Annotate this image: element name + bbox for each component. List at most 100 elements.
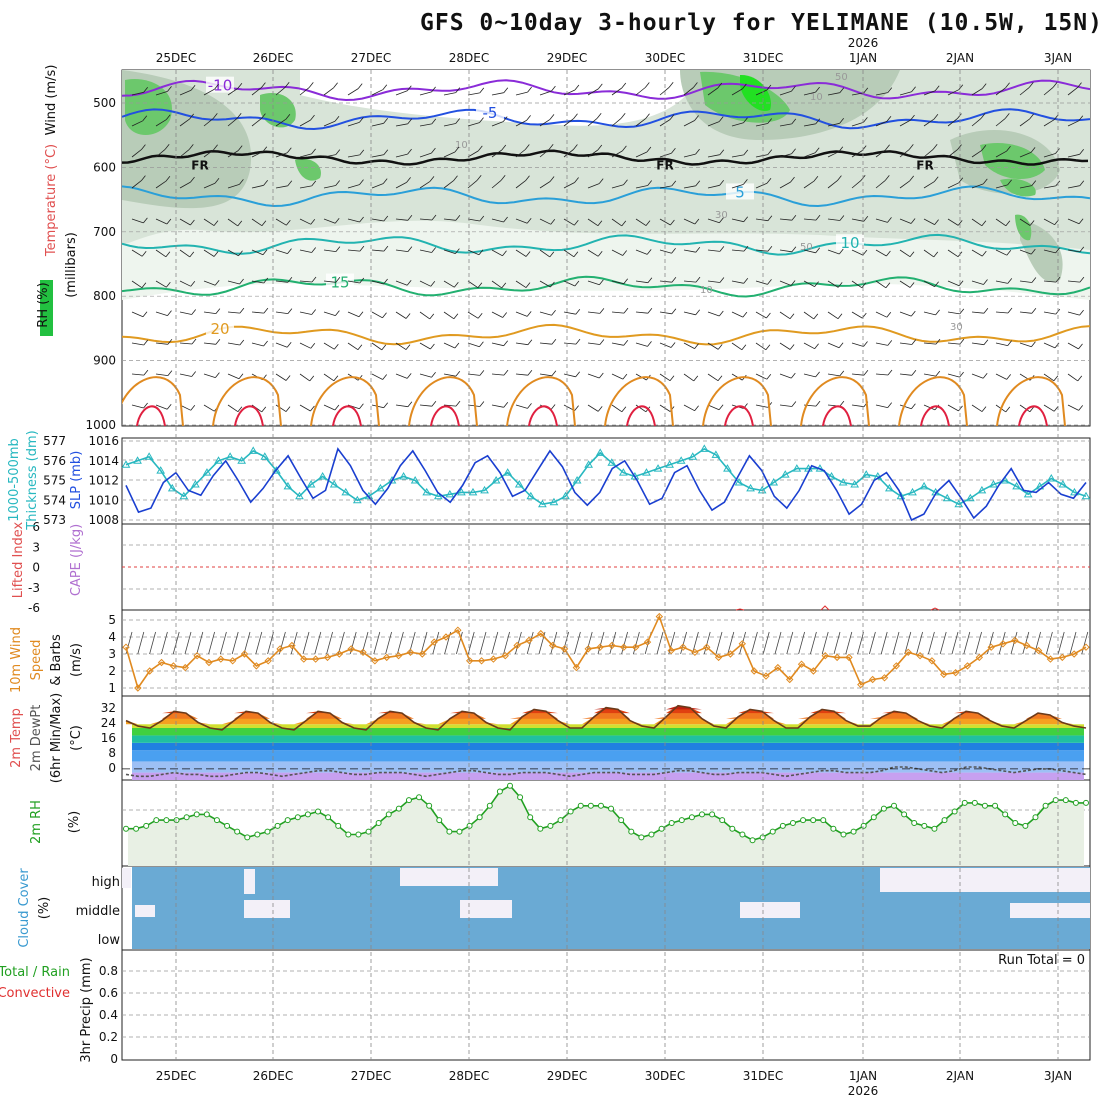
y-axis-labels: Wind (m/s) Temperature (°C) RH (%) (milliba… [0,65,94,1063]
wind-barb [515,373,528,376]
wind-barb-flag [695,148,700,155]
wind-barb [419,152,432,158]
wind-barb [395,280,408,286]
wind-barb-flag [285,375,291,381]
temp-contour [122,185,1090,208]
wind-barb-flag [838,248,844,255]
wind-barb [299,218,311,225]
wind-barb [275,218,287,226]
wind-barb [467,150,479,158]
wind-barb [779,181,791,189]
temp-contour [122,79,1090,102]
wind-speed-point [240,650,249,658]
wind-barb [155,148,166,158]
wind-barb [875,342,888,346]
wind-barb [275,249,288,254]
rh-point [456,828,463,835]
surface-wind-barb [349,631,357,655]
diurnal-contour-red [234,405,264,426]
wind-barb [203,118,214,127]
rh-point [304,811,311,818]
surface-wind-barb [326,631,333,655]
wind-barb [827,249,840,255]
wind-barb [683,153,696,158]
wind-barb-flag [167,86,172,92]
wind-barb-flag [981,83,987,89]
wind-barb-flag [430,281,436,287]
rh-point [769,828,776,835]
wind-speed-point [679,643,687,651]
thickness-point [630,472,640,480]
wind-barb-flag [310,219,316,225]
wind-barb [683,311,696,316]
wind-barb [323,373,335,382]
wind-barb-flag [861,282,867,289]
wind-barb-flag [550,404,556,410]
rh-point [901,811,908,818]
rh-point [941,817,948,824]
wind-barb [947,249,959,258]
surface-wind-barb [196,631,204,655]
wind-barb-flag [935,309,940,316]
wind-speed-point [963,662,972,670]
wind-barb-flag [287,180,293,187]
y-tick: 577 [43,434,66,448]
wind-barb [131,91,144,96]
wind-barb [755,123,768,127]
wind-barb [419,249,432,253]
y-tick: 20 [101,0,116,3]
thickness-point [214,456,223,464]
wind-barb [683,218,696,225]
wind-barb [827,92,840,96]
thickness-point [653,464,663,472]
thickness-point [491,476,501,484]
rh-point [446,828,453,835]
wind-barb [275,152,288,158]
wind-barb [179,181,191,189]
rh-point [820,817,827,824]
thickness-point [306,479,316,488]
temperature-line [125,704,1087,731]
wind-barb-flag [886,115,892,122]
wind-barb-flag [383,118,389,124]
wind-barb [299,373,311,382]
wind-barb [155,218,168,225]
rh-ylabel-2: (%) [67,811,82,834]
wind-speed-point [347,645,355,653]
wind-barb [491,373,505,376]
wind-barb-flag [982,178,988,185]
wind-barb [515,311,528,317]
wind-speed-point [525,636,533,645]
diurnal-contour-orange [310,376,380,426]
surface-wind-barb [172,631,180,655]
wind-barb [971,249,983,257]
wind-barb-flag [502,250,507,257]
wind-barb [155,249,167,258]
wind-barb-flag [597,406,603,412]
wind-barb-flag [1078,115,1084,122]
wind-barb [1043,119,1055,127]
cloud-row-label: high [92,875,120,890]
wind-barb [635,118,646,127]
wind-barb-flag [525,251,531,257]
slp-thickness-layer [121,440,1091,522]
wind-barb-flag [165,175,171,182]
wind-barb-flag [165,251,171,258]
wind-barb [707,373,719,382]
wind-barb [1043,342,1056,349]
wind-barb [467,92,480,96]
wind-barb-flag [791,214,797,221]
wind-barb-flag [910,310,916,317]
thickness-point [202,468,212,476]
wind-barb [755,218,768,222]
wind-barb-flag [815,118,821,125]
rh-contour-label: 10 [700,285,713,296]
wind-barb [395,311,407,319]
wind-barb-flag [573,251,579,258]
wind-barb [323,87,334,96]
y-tick: 0.2 [99,1030,118,1044]
wind-barb-flag [646,146,652,153]
wind-barb [203,218,215,226]
wind-barb-flag [814,281,819,287]
